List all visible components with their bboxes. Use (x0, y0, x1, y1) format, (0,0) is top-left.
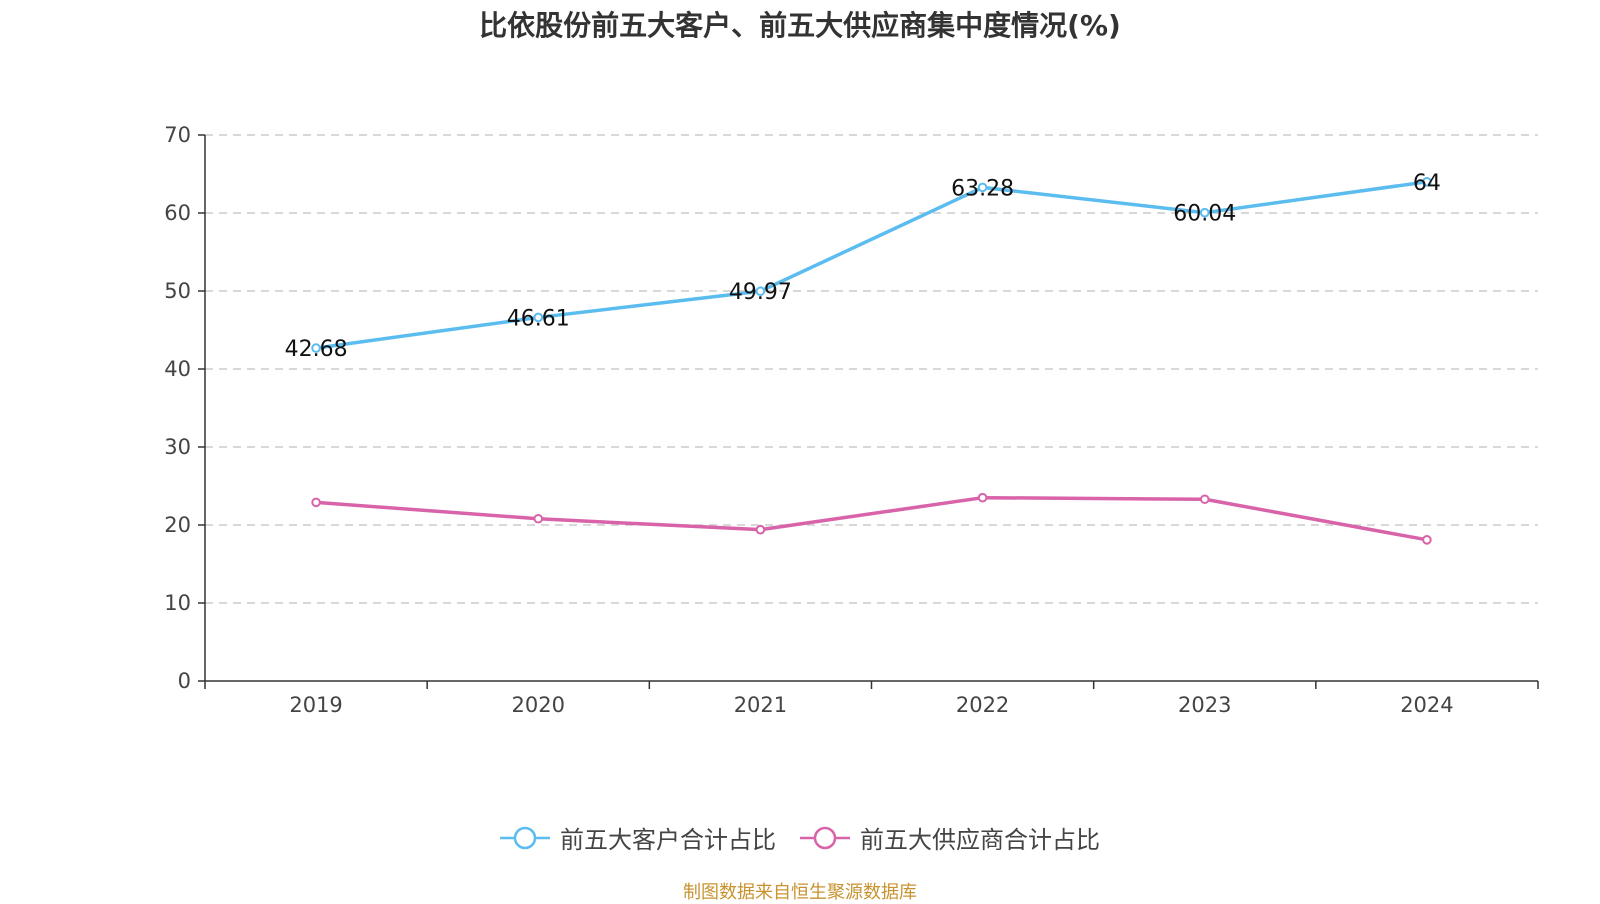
data-point (533, 312, 544, 323)
y-tick-label: 70 (164, 123, 191, 147)
data-point (1422, 177, 1432, 187)
source-footer: 制图数据来自恒生聚源数据库 (683, 882, 917, 903)
x-tick-label: 2020 (512, 693, 565, 717)
series-line-2 (315, 495, 1428, 542)
data-point (755, 524, 766, 535)
legend-line-circle-icon (500, 826, 550, 849)
series-line-1 (315, 180, 1428, 350)
x-tick-label: 2022 (956, 693, 1009, 717)
grid-lines (205, 134, 1538, 604)
data-point (311, 497, 321, 508)
y-tick-label: 20 (164, 513, 191, 537)
data-label: 42.68 (285, 337, 348, 362)
data-label: 63.28 (951, 176, 1014, 201)
axes: 0 10 20 30 40 50 60 70 2019 2020 2021 2022 2023 2024 (164, 123, 1539, 717)
x-tick-label: 2019 (289, 693, 342, 717)
data-point (311, 343, 321, 353)
chart-title: 比依股份前五大客户、前五大供应商集中度情况(%) (479, 9, 1121, 42)
y-tick-label: 40 (164, 357, 191, 381)
data-point (533, 513, 544, 524)
legend-line-circle-icon (800, 826, 850, 849)
data-point (1199, 494, 1210, 505)
legend-item-customers[interactable]: 前五大客户合计占比 (500, 820, 776, 855)
data-label: 64 (1413, 171, 1441, 196)
legend-item-suppliers[interactable]: 前五大供应商合计占比 (800, 820, 1100, 855)
legend-label: 前五大供应商合计占比 (860, 826, 1100, 854)
y-tick-label: 30 (164, 435, 191, 459)
data-label: 60.04 (1173, 202, 1236, 227)
data-labels: 42.68 46.61 49.97 63.28 60.04 64 (285, 171, 1441, 362)
data-label: 46.61 (507, 306, 570, 331)
x-tick-label: 2024 (1400, 693, 1453, 717)
data-point (755, 286, 766, 297)
data-point (1199, 207, 1210, 218)
x-tick-label: 2021 (734, 693, 787, 717)
y-tick-label: 0 (178, 669, 191, 693)
series-group (311, 177, 1432, 545)
data-point (977, 182, 988, 193)
y-tick-label: 60 (164, 201, 191, 225)
data-point (1422, 535, 1432, 545)
legend: 前五大客户合计占比 前五大供应商合计占比 (0, 820, 1600, 855)
y-tick-label: 10 (164, 591, 191, 615)
x-tick-label: 2023 (1178, 693, 1231, 717)
data-label: 49.97 (729, 280, 792, 305)
y-tick-label: 50 (164, 279, 191, 303)
data-point (977, 492, 988, 503)
legend-label: 前五大客户合计占比 (560, 826, 776, 854)
